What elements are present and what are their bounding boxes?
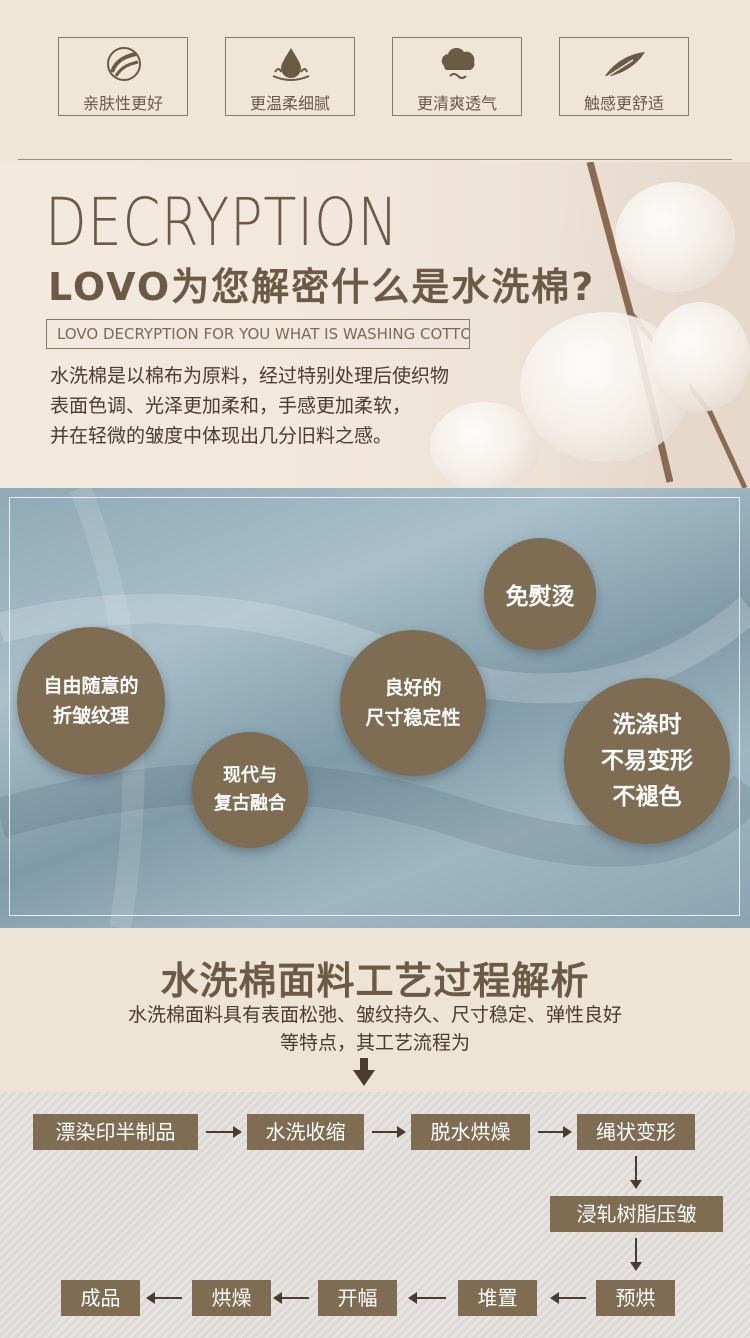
step-rope-deform: 绳状变形 <box>577 1114 695 1150</box>
benefit-no-iron: 免熨烫 <box>484 538 596 650</box>
arrow-down-icon <box>630 1156 642 1189</box>
step-wash-shrink: 水洗收缩 <box>247 1114 364 1150</box>
benefit-dimension-stable: 良好的 尺寸稳定性 <box>340 630 486 776</box>
arrow-down-icon <box>353 1058 375 1086</box>
step-resin-crease: 浸轧树脂压皱 <box>550 1196 723 1232</box>
decryption-title: LOVO为您解密什么是水洗棉? <box>48 265 596 309</box>
feature-label: 更温柔细腻 <box>249 94 330 113</box>
step-open-width: 开幅 <box>318 1280 397 1316</box>
feature-label: 更清爽透气 <box>416 94 497 113</box>
cloud-icon <box>441 47 475 79</box>
step-pre-dry: 预烘 <box>596 1280 675 1316</box>
benefit-line: 复古融合 <box>214 793 286 814</box>
fabric-frame <box>9 497 740 916</box>
benefit-no-deform: 洗涤时 不易变形 不褪色 <box>564 678 730 844</box>
process-desc-line: 等特点，其工艺流程为 <box>279 1032 470 1054</box>
cotton-ball <box>615 182 735 292</box>
feature-label: 触感更舒适 <box>583 94 664 113</box>
arrow-down-icon <box>630 1238 642 1271</box>
benefit-line: 不褪色 <box>612 784 682 810</box>
process-desc-line: 水洗棉面料具有表面松弛、皱纹持久、尺寸稳定、弹性良好 <box>127 1004 622 1026</box>
step-pile: 堆置 <box>458 1280 537 1316</box>
feature-skin-friendly: 亲肤性更好 <box>58 37 188 116</box>
benefit-line: 现代与 <box>223 765 277 786</box>
feature-comfort: 触感更舒适 <box>559 37 689 116</box>
sparkle-skin-icon <box>107 47 141 81</box>
features-bar: 亲肤性更好 更温柔细腻 更清爽透气 触感更舒适 <box>0 0 750 162</box>
decryption-body-line: 并在轻微的皱度中体现出几分旧料之感。 <box>50 425 393 447</box>
decryption-subtitle: LOVO DECRYPTION FOR YOU WHAT IS WASHING … <box>46 319 470 349</box>
benefit-modern-retro: 现代与 复古融合 <box>192 732 308 848</box>
decryption-heading: DECRYPTION <box>45 184 399 261</box>
decryption-body-line: 水洗棉是以棉布为原料，经过特别处理后使织物 <box>50 365 450 387</box>
cotton-ball <box>430 402 540 488</box>
benefit-line: 免熨烫 <box>505 584 575 610</box>
feature-label: 亲肤性更好 <box>82 94 163 113</box>
arrow-right-icon <box>372 1126 406 1138</box>
step-dry: 烘燥 <box>192 1280 271 1316</box>
step-bleach-dye: 漂染印半制品 <box>33 1114 198 1150</box>
divider <box>18 159 732 160</box>
decryption-section: DECRYPTION LOVO为您解密什么是水洗棉? LOVO DECRYPTI… <box>0 162 750 488</box>
benefit-line: 自由随意的 <box>43 675 139 697</box>
arrow-left-icon <box>146 1292 182 1304</box>
step-finished: 成品 <box>61 1280 140 1316</box>
step-dehydrate-dry: 脱水烘燥 <box>411 1114 530 1150</box>
benefit-line: 良好的 <box>384 677 442 699</box>
decryption-body-line: 表面色调、光泽更加柔和，手感更加柔软， <box>50 395 412 417</box>
benefit-line: 洗涤时 <box>612 712 682 738</box>
benefit-line: 尺寸稳定性 <box>365 707 461 729</box>
arrow-left-icon <box>273 1292 309 1304</box>
feature-gentle: 更温柔细腻 <box>225 37 355 116</box>
feature-breathable: 更清爽透气 <box>392 37 522 116</box>
cotton-ball <box>650 302 750 412</box>
benefit-wrinkle-texture: 自由随意的 折皱纹理 <box>17 627 165 775</box>
process-title: 水洗棉面料工艺过程解析 <box>160 959 590 1003</box>
arrow-left-icon <box>550 1292 586 1304</box>
arrow-right-icon <box>206 1126 242 1138</box>
arrow-left-icon <box>408 1292 446 1304</box>
feather-icon <box>604 52 645 79</box>
water-drop-icon <box>272 48 310 81</box>
benefit-line: 不易变形 <box>601 748 693 774</box>
benefit-line: 折皱纹理 <box>52 705 129 727</box>
arrow-right-icon <box>538 1126 572 1138</box>
